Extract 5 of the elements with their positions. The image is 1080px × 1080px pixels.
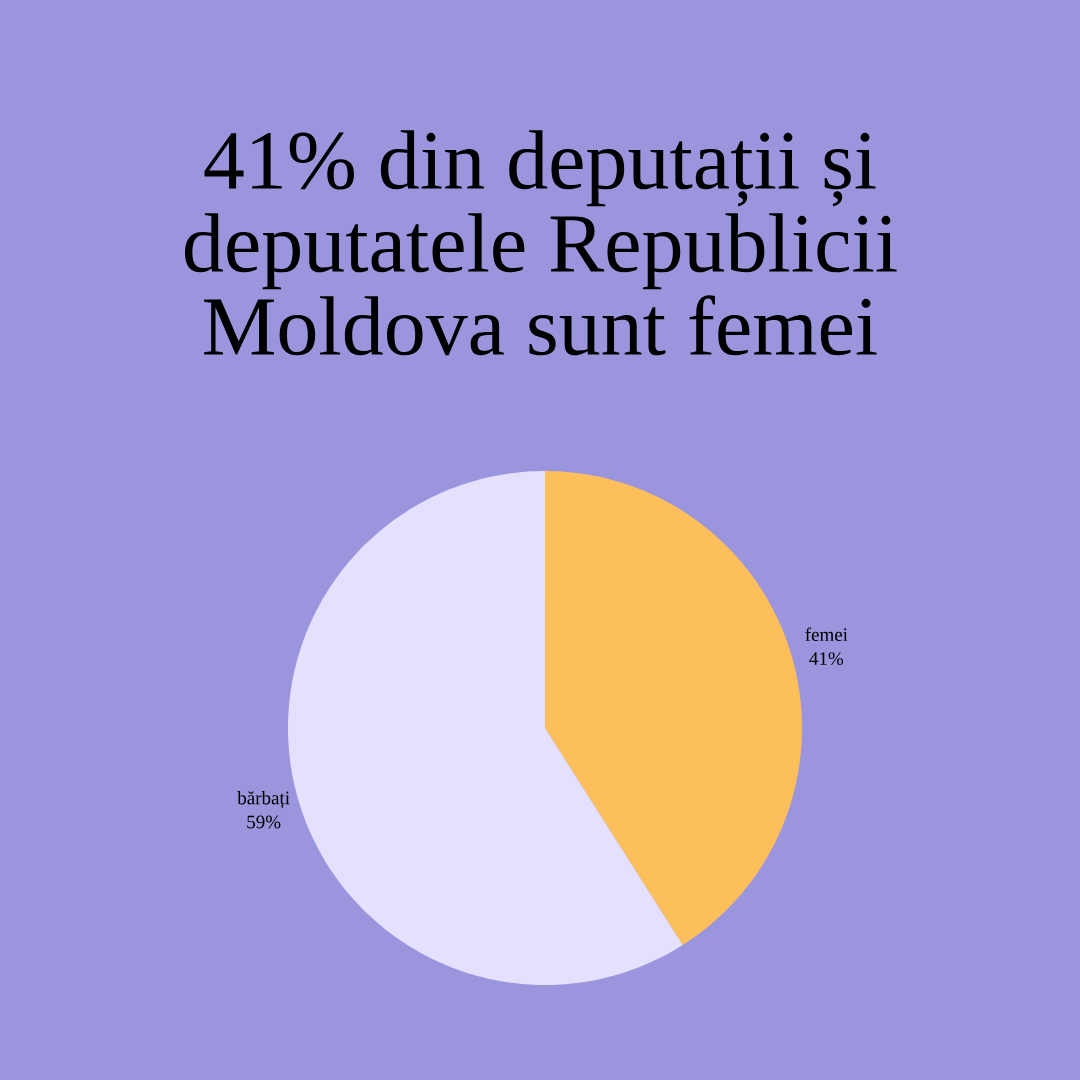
data-label: 59%	[247, 815, 281, 829]
slice-label: bărbați	[237, 791, 290, 809]
data-label: 41%	[809, 652, 844, 666]
slice-label: femei	[805, 627, 848, 642]
chart-title: 41% din deputații și deputatele Republicii Moldova sunt femei	[184, 130, 897, 356]
